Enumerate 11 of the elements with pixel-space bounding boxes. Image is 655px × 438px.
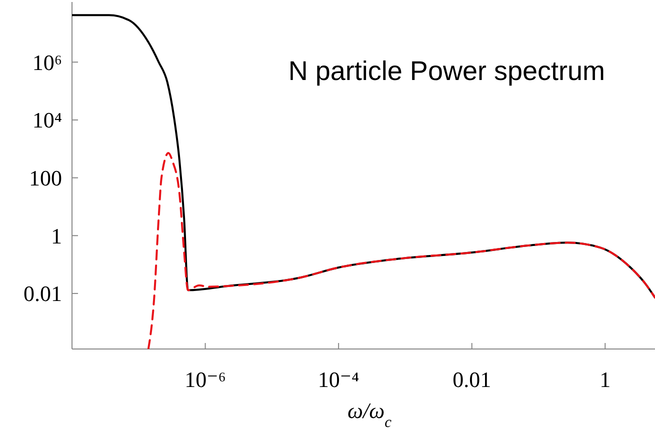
text: N particle Power spectrum [288,56,605,86]
y-tick-label: 10⁴ [32,108,62,133]
y-tick-label: 1 [51,223,62,248]
x-tick-label: 10⁻⁴ [318,367,360,392]
x-axis-title: ω/ω$_{c}$ [347,398,392,430]
y-tick-label: 100 [29,165,62,190]
y-tick-label: 0.01 [24,281,62,306]
x-tick-label: 0.01 [452,367,492,392]
x-tick-label: 1 [600,367,611,392]
y-tick-label: 10⁶ [32,50,62,75]
x-tick-label: 10⁻⁶ [184,367,226,392]
